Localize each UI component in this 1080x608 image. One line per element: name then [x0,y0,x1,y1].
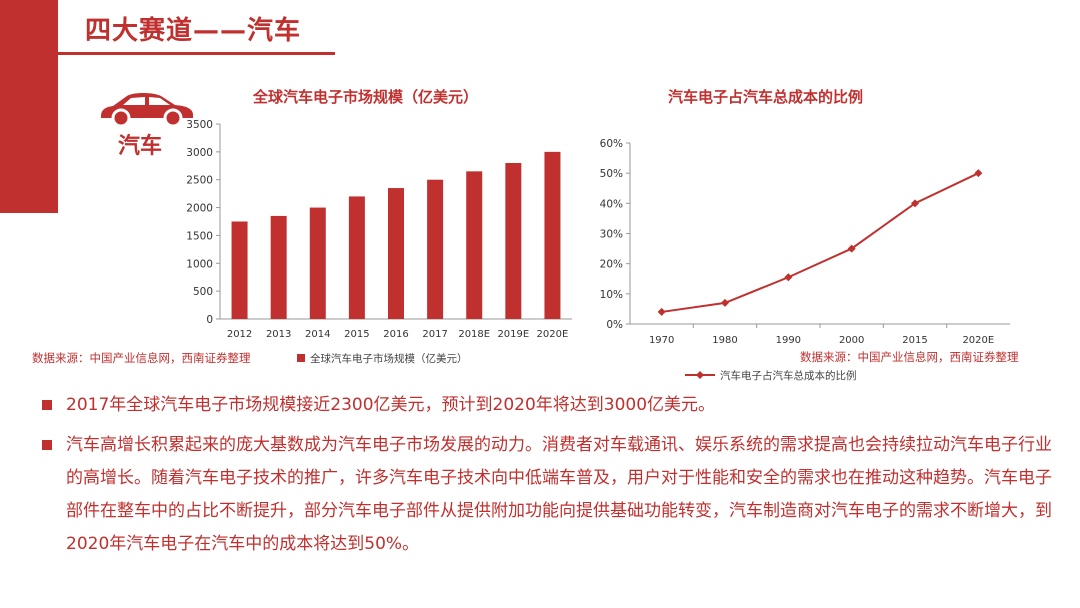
x-tick-label: 2014 [305,329,330,340]
y-tick-label: 60% [600,138,623,150]
x-tick-label: 2018E [458,329,490,340]
bullet-text: 汽车高增长积累起来的庞大基数成为汽车电子市场发展的动力。消费者对车载通讯、娱乐系… [66,435,1052,554]
x-tick-label: 2020E [537,329,569,340]
bar [231,221,248,319]
y-tick-label: 500 [193,286,213,298]
side-label: 汽车 [118,134,163,159]
y-tick-label: 1000 [186,258,213,270]
legend-swatch [297,354,305,362]
bar-chart-title: 全球汽车电子市场规模（亿美元） [253,88,479,106]
x-tick-label: 2015 [902,335,927,346]
y-tick-label: 50% [600,168,623,180]
bar [270,215,287,319]
x-tick-label: 2000 [839,335,864,346]
y-tick-label: 3000 [186,147,213,159]
y-tick-label: 2000 [186,203,213,215]
title-underline [30,52,335,55]
bar [388,188,404,319]
source-note-right: 数据来源：中国产业信息网，西南证券整理 [800,350,1019,364]
legend-label: 汽车电子占汽车总成本的比例 [720,369,857,382]
data-point [784,273,793,282]
y-tick-label: 1500 [186,230,213,242]
data-point [974,169,983,178]
bar-chart: 0 500 1000 1500 2000 2500 3000 3500 2012 2013 2014… [186,119,572,365]
x-tick-label: 2012 [227,329,252,340]
source-note-left: 数据来源：中国产业信息网，西南证券整理 [32,351,251,365]
y-tick-label: 2500 [186,175,213,187]
legend-label: 全球汽车电子市场规模（亿美元） [310,352,468,365]
y-tick-label: 40% [600,198,623,210]
side-accent-block [0,60,58,213]
line-chart: 0% 10% 20% 30% 40% 50% 60% 1970 1980 1990 2000 2015… [600,138,1010,382]
bullet-square [42,440,52,450]
data-point [721,298,729,307]
car-icon [101,93,193,128]
x-tick-label: 1970 [649,335,674,346]
x-tick-label: 2020E [962,335,994,346]
x-tick-label: 2013 [266,329,291,340]
bar [505,163,522,319]
bullet-text: 2017年全球汽车电子市场规模接近2300亿美元，预计到2020年将达到3000… [66,395,716,415]
y-tick-label: 10% [600,289,623,301]
y-tick-label: 30% [600,229,623,241]
y-tick-label: 0 [206,314,213,326]
x-tick-label: 2015 [344,329,369,340]
bar [466,171,483,319]
bar [544,151,561,319]
bar [427,179,444,319]
series-line [661,172,979,313]
header-accent-block [0,0,58,60]
x-tick-label: 2019E [497,329,529,340]
data-point [847,244,856,253]
bar [309,207,326,319]
bullet-1: 2017年全球汽车电子市场规模接近2300亿美元，预计到2020年将达到3000… [42,389,1052,422]
x-tick-label: 2016 [383,329,408,340]
data-point [657,307,666,316]
legend-marker [696,371,704,379]
x-tick-label: 1990 [776,335,801,346]
bar [348,196,365,319]
x-tick-label: 2017 [422,329,447,340]
bullet-2: 汽车高增长积累起来的庞大基数成为汽车电子市场发展的动力。消费者对车载通讯、娱乐系… [42,429,1052,561]
x-tick-label: 1980 [712,335,737,346]
y-tick-label: 0% [606,319,623,331]
y-tick-label: 3500 [186,119,213,131]
data-point [911,199,919,208]
line-chart-title: 汽车电子占汽车总成本的比例 [668,88,864,106]
page-title: 四大赛道——汽车 [85,16,302,46]
bullet-square [42,400,52,410]
y-tick-label: 20% [600,259,623,271]
